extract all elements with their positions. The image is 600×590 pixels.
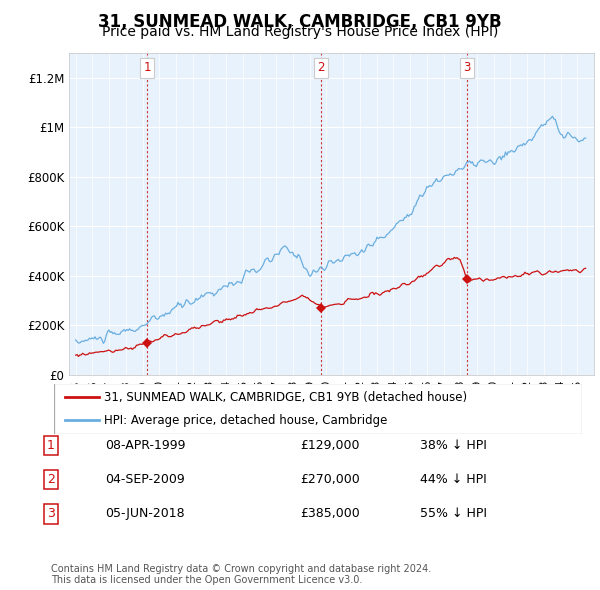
Text: 05-JUN-2018: 05-JUN-2018 (105, 507, 185, 520)
Text: 2: 2 (47, 473, 55, 486)
Text: 31, SUNMEAD WALK, CAMBRIDGE, CB1 9YB (detached house): 31, SUNMEAD WALK, CAMBRIDGE, CB1 9YB (de… (104, 391, 467, 404)
Text: £385,000: £385,000 (300, 507, 360, 520)
Text: Contains HM Land Registry data © Crown copyright and database right 2024.
This d: Contains HM Land Registry data © Crown c… (51, 563, 431, 585)
Text: 38% ↓ HPI: 38% ↓ HPI (420, 439, 487, 452)
Text: Price paid vs. HM Land Registry's House Price Index (HPI): Price paid vs. HM Land Registry's House … (102, 25, 498, 39)
Text: 31, SUNMEAD WALK, CAMBRIDGE, CB1 9YB: 31, SUNMEAD WALK, CAMBRIDGE, CB1 9YB (98, 13, 502, 31)
Text: 3: 3 (47, 507, 55, 520)
Text: £270,000: £270,000 (300, 473, 360, 486)
Text: 44% ↓ HPI: 44% ↓ HPI (420, 473, 487, 486)
Text: 2: 2 (317, 61, 325, 74)
Text: £129,000: £129,000 (300, 439, 359, 452)
Text: 08-APR-1999: 08-APR-1999 (105, 439, 185, 452)
Text: 1: 1 (143, 61, 151, 74)
Text: 55% ↓ HPI: 55% ↓ HPI (420, 507, 487, 520)
Text: 04-SEP-2009: 04-SEP-2009 (105, 473, 185, 486)
Text: 1: 1 (47, 439, 55, 452)
Text: 3: 3 (464, 61, 471, 74)
Text: HPI: Average price, detached house, Cambridge: HPI: Average price, detached house, Camb… (104, 414, 388, 427)
FancyBboxPatch shape (54, 384, 582, 434)
